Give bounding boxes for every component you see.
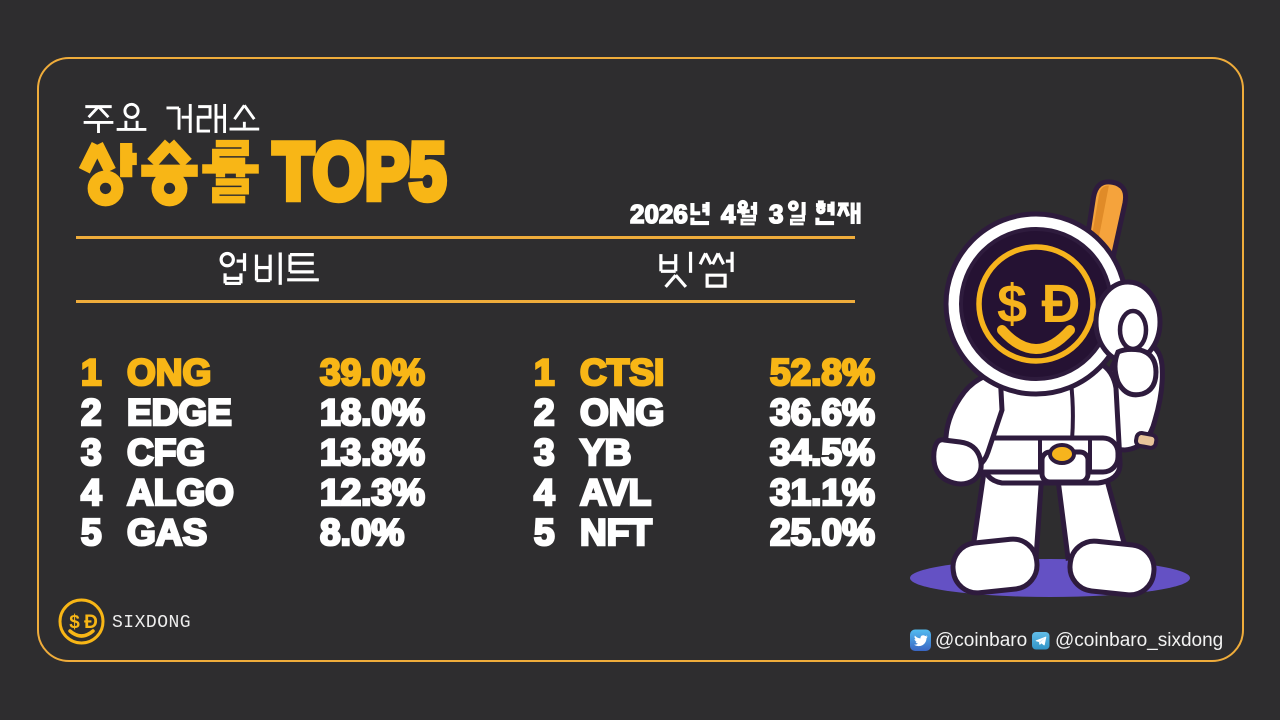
svg-text:Đ: Đ [84,612,98,633]
svg-text:Đ: Đ [1042,274,1081,334]
svg-text:$: $ [997,274,1027,334]
svg-text:$: $ [69,612,80,633]
